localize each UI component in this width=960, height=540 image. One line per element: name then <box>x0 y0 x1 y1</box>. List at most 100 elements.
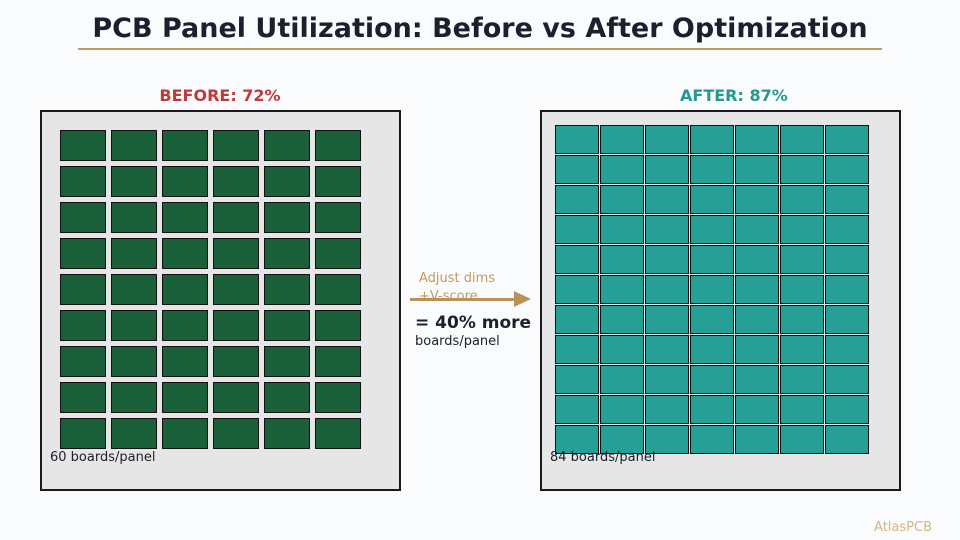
pcb-board <box>735 215 779 244</box>
pcb-board <box>60 310 106 341</box>
pcb-board <box>735 245 779 274</box>
pcb-board <box>60 202 106 233</box>
pcb-board <box>645 245 689 274</box>
pcb-board <box>690 245 734 274</box>
pcb-board <box>315 310 361 341</box>
arrow-shaft <box>410 298 518 301</box>
pcb-board <box>645 155 689 184</box>
pcb-board <box>555 125 599 154</box>
pcb-board <box>735 395 779 424</box>
pcb-board <box>60 418 106 449</box>
pcb-board <box>645 125 689 154</box>
pcb-board <box>690 185 734 214</box>
pcb-board <box>825 155 869 184</box>
pcb-board <box>690 155 734 184</box>
pcb-board <box>315 418 361 449</box>
pcb-board <box>690 365 734 394</box>
pcb-board <box>213 166 259 197</box>
pcb-board <box>780 245 824 274</box>
pcb-board <box>735 125 779 154</box>
pcb-board <box>315 382 361 413</box>
pcb-board <box>60 382 106 413</box>
pcb-board <box>600 215 644 244</box>
pcb-board <box>264 418 310 449</box>
pcb-board <box>555 155 599 184</box>
pcb-board <box>600 275 644 304</box>
pcb-board <box>735 305 779 334</box>
pcb-board <box>315 166 361 197</box>
pcb-board <box>213 418 259 449</box>
pcb-board <box>735 335 779 364</box>
pcb-board <box>600 395 644 424</box>
pcb-board <box>162 130 208 161</box>
before-label: BEFORE: 72% <box>159 86 281 105</box>
pcb-board <box>555 185 599 214</box>
v-score-text: +V-score <box>419 289 478 304</box>
pcb-board <box>600 245 644 274</box>
pcb-board <box>645 215 689 244</box>
pcb-board <box>735 275 779 304</box>
pcb-board <box>735 425 779 454</box>
pcb-board <box>780 365 824 394</box>
after-label: AFTER: 87% <box>680 86 788 105</box>
pcb-board <box>825 245 869 274</box>
pcb-board <box>60 130 106 161</box>
pcb-board <box>780 215 824 244</box>
pcb-board <box>213 346 259 377</box>
pcb-board <box>315 238 361 269</box>
pcb-board <box>645 335 689 364</box>
pcb-board <box>60 274 106 305</box>
brand-watermark: AtlasPCB <box>874 520 932 535</box>
pcb-board <box>690 125 734 154</box>
pcb-board <box>111 166 157 197</box>
pcb-board <box>690 395 734 424</box>
pcb-board <box>645 305 689 334</box>
pcb-board <box>600 125 644 154</box>
before-panel <box>40 110 401 491</box>
pcb-board <box>162 166 208 197</box>
pcb-board <box>825 365 869 394</box>
pcb-board <box>780 155 824 184</box>
pcb-board <box>825 425 869 454</box>
before-board-count: 60 boards/panel <box>50 450 156 465</box>
pcb-board <box>264 238 310 269</box>
pcb-board <box>60 346 106 377</box>
pcb-board <box>690 335 734 364</box>
pcb-board <box>690 425 734 454</box>
pcb-board <box>555 425 599 454</box>
pcb-board <box>780 395 824 424</box>
pcb-board <box>162 418 208 449</box>
pcb-board <box>555 395 599 424</box>
pcb-board <box>213 274 259 305</box>
pcb-board <box>825 335 869 364</box>
pcb-board <box>825 215 869 244</box>
pcb-board <box>825 395 869 424</box>
pcb-board <box>162 346 208 377</box>
pcb-board <box>111 346 157 377</box>
pcb-board <box>264 346 310 377</box>
after-board-count: 84 boards/panel <box>550 450 656 465</box>
pcb-board <box>213 130 259 161</box>
pcb-board <box>162 202 208 233</box>
pcb-board <box>780 305 824 334</box>
pcb-board <box>111 310 157 341</box>
pcb-board <box>315 274 361 305</box>
pcb-board <box>600 335 644 364</box>
pcb-board <box>825 185 869 214</box>
pcb-board <box>111 274 157 305</box>
pcb-board <box>264 202 310 233</box>
page-title: PCB Panel Utilization: Before vs After O… <box>92 13 868 44</box>
pcb-board <box>780 125 824 154</box>
pcb-board <box>111 202 157 233</box>
adjust-dims-text: Adjust dims <box>419 271 496 286</box>
pcb-board <box>780 275 824 304</box>
pcb-board <box>780 335 824 364</box>
after-panel <box>540 110 901 491</box>
pcb-board <box>162 382 208 413</box>
pcb-board <box>555 335 599 364</box>
pcb-board <box>264 130 310 161</box>
pcb-board <box>213 238 259 269</box>
pcb-board <box>825 305 869 334</box>
pcb-board <box>600 155 644 184</box>
pcb-board <box>690 305 734 334</box>
